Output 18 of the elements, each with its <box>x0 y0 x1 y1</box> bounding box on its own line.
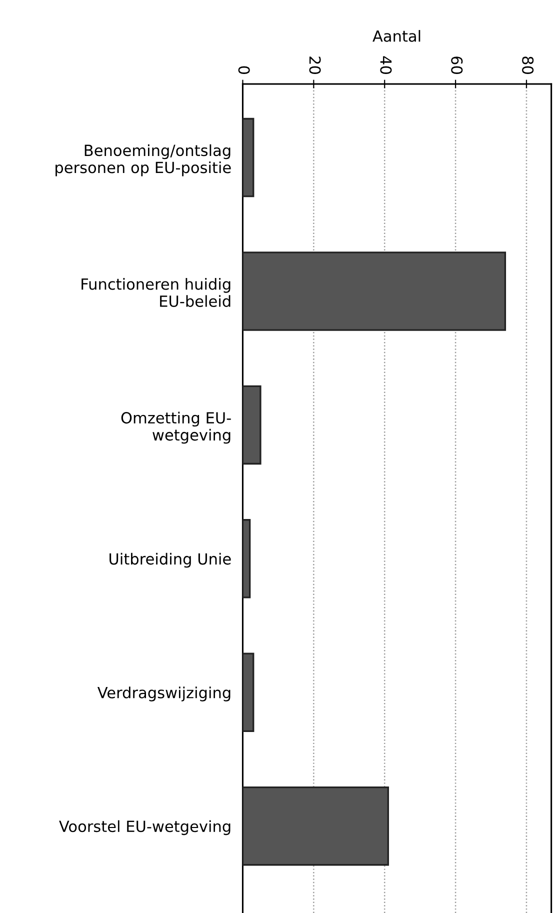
y-tick-label: Functioneren huidig EU-beleid <box>82 278 230 307</box>
x-tick-label: 80 <box>522 56 534 74</box>
bar <box>242 786 389 866</box>
x-axis-title: Aantal <box>372 30 420 42</box>
y-tick-label: Omzetting EU- wetgeving <box>121 412 231 444</box>
bar <box>242 252 506 331</box>
y-tick-label: Verdragswijziging <box>97 686 230 702</box>
y-tick-label: Benoeming/ontslag personen op EU-positie <box>56 144 231 176</box>
bar <box>242 652 254 732</box>
y-tick-label: Uitbreiding Unie <box>110 552 231 568</box>
x-tick-label: 40 <box>380 56 392 74</box>
x-tick-label: 60 <box>451 56 463 74</box>
x-tick-label: 0 <box>238 66 250 74</box>
bar <box>242 519 251 598</box>
bar <box>242 118 254 198</box>
y-tick-label: Voorstel EU-wetgeving <box>59 820 230 836</box>
x-tick-label: 20 <box>309 56 321 74</box>
bar <box>242 385 262 465</box>
